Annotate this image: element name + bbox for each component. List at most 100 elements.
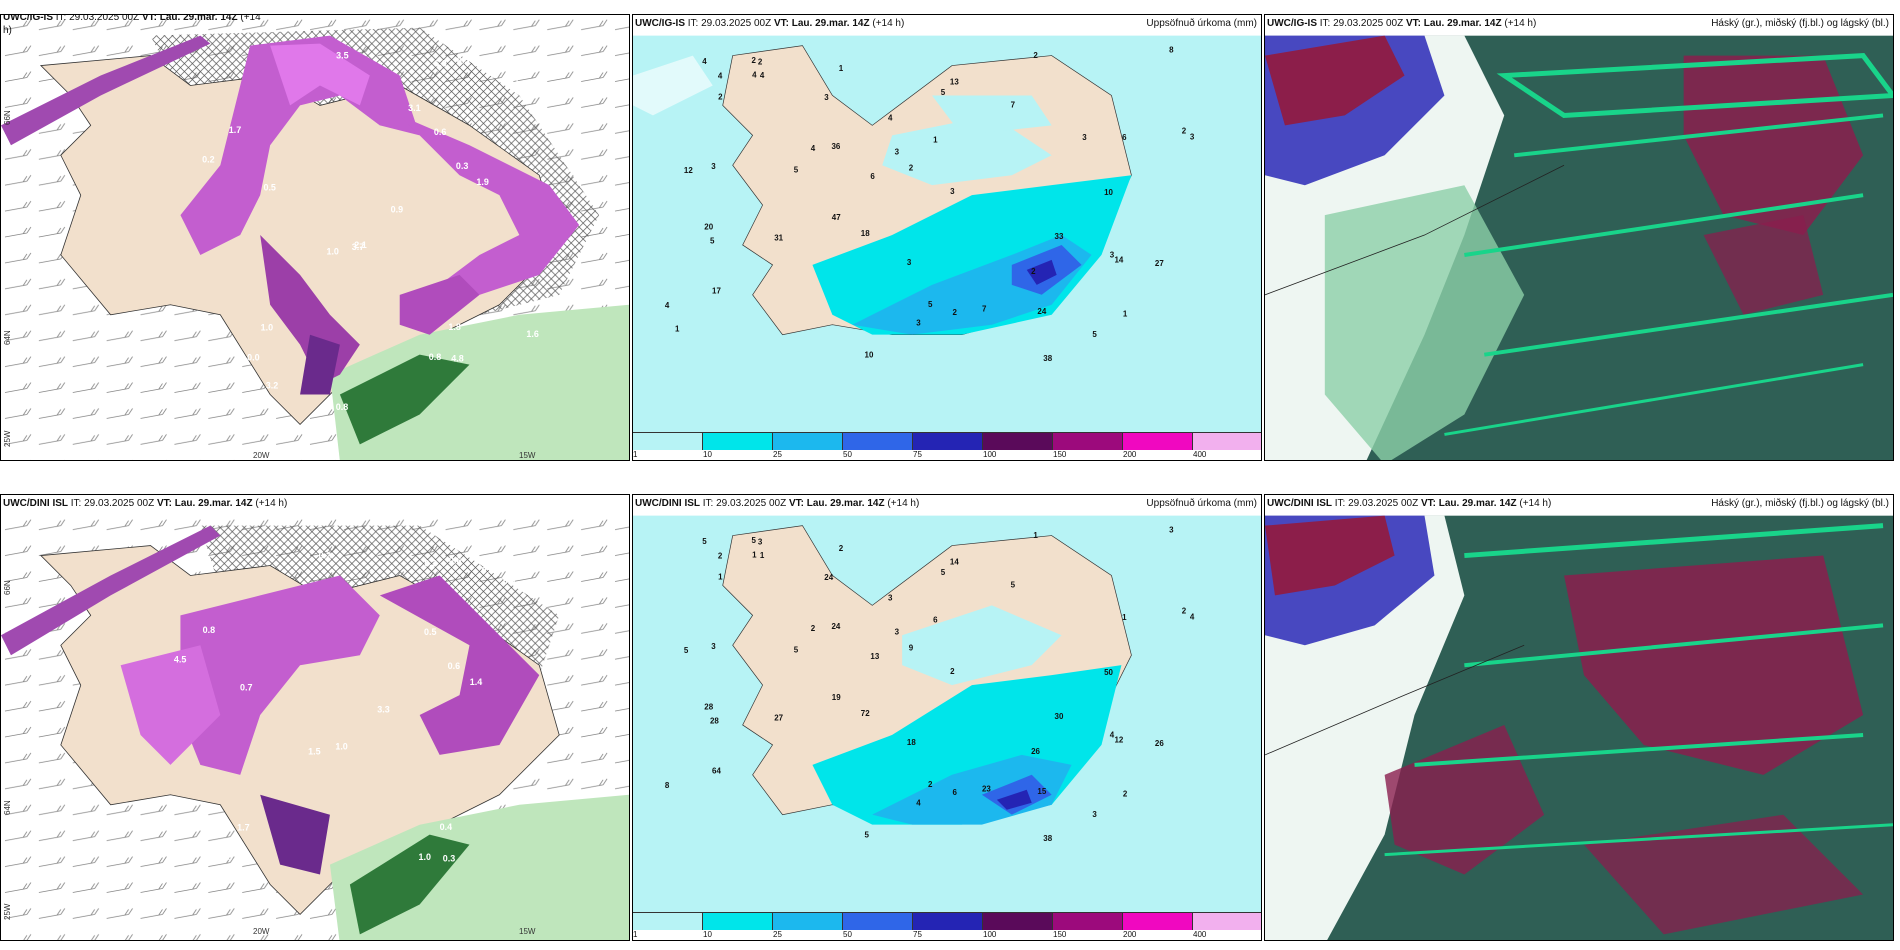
- value-label: 3: [888, 593, 893, 602]
- panel-title: UWC/DINI ISL IT: 29.03.2025 00Z VT: Lau.…: [1267, 498, 1889, 509]
- value-label: 0.3: [443, 854, 455, 864]
- value-label: 5: [752, 536, 757, 545]
- value-label: 1.9: [476, 177, 488, 187]
- colorbar-tick: 1: [633, 450, 638, 459]
- colorbar-swatch: [703, 432, 773, 450]
- value-label: 0.7: [240, 683, 252, 693]
- colorbar-tick: 200: [1123, 450, 1137, 459]
- value-label: 20: [704, 223, 713, 232]
- value-label: 6: [952, 788, 957, 797]
- value-label: 24: [824, 573, 833, 582]
- value-label: 47: [832, 213, 841, 222]
- value-label: 10: [1104, 188, 1113, 197]
- value-label: 1.7: [237, 823, 249, 833]
- value-label: 0.6: [434, 127, 446, 137]
- value-label: 1.6: [526, 329, 538, 339]
- value-label: 4: [665, 301, 670, 310]
- value-label: 3: [895, 628, 900, 637]
- panel-top-mid: UWC/IG-IS IT: 29.03.2025 00Z VT: Lau. 29…: [632, 14, 1262, 461]
- value-label: 1: [839, 64, 844, 73]
- value-label: 5: [710, 237, 715, 246]
- colorbar-tick: 400: [1193, 450, 1207, 459]
- colorbar-swatch: [633, 912, 703, 930]
- cloud-map: [1265, 515, 1893, 940]
- value-label: 24: [1037, 307, 1046, 316]
- value-label: 3.7: [352, 242, 364, 252]
- axis-label-lon: 20W: [253, 927, 270, 936]
- value-label: 4: [888, 113, 893, 122]
- value-label: 5: [941, 88, 946, 97]
- value-label: 2: [1033, 51, 1038, 60]
- value-label: 6.1: [507, 76, 519, 86]
- value-label: 31: [774, 233, 783, 242]
- axis-label-lat: 66N: [3, 580, 12, 595]
- value-label: 26: [1031, 747, 1040, 756]
- value-label: 2: [718, 551, 723, 560]
- value-label: 0.2: [202, 155, 214, 165]
- value-label: 1.7: [229, 125, 241, 135]
- value-label: 4: [1190, 612, 1195, 621]
- value-label: 3: [1082, 133, 1087, 142]
- panel-top-left: UWC/IG-IS IT: 29.03.2025 00Z VT: Lau. 29…: [0, 14, 630, 461]
- wind-labels: 0.5 0.7 0.4 0.9 0.6 1.0 1.5 1.4 1.2 0.6 0.3 1.0 10.3…: [174, 551, 515, 912]
- axis-label-lon: 25W: [3, 430, 12, 447]
- value-label: 38: [1043, 834, 1052, 843]
- value-label: 9: [909, 644, 914, 653]
- value-label: 0.6: [448, 661, 460, 671]
- value-label: 5: [794, 165, 799, 174]
- value-label: 0.6: [449, 555, 461, 565]
- value-label: 28: [704, 703, 713, 712]
- colorbar-tick: 200: [1123, 930, 1137, 939]
- colorbar-swatch: [703, 912, 773, 930]
- value-label: 5: [794, 645, 799, 654]
- panel-title: UWC/IG-IS IT: 29.03.2025 00Z VT: Lau. 29…: [3, 14, 261, 23]
- colorbar-tick: 75: [913, 450, 922, 459]
- panel-title: UWC/DINI ISL IT: 29.03.2025 00Z VT: Lau.…: [635, 498, 1257, 509]
- value-label: 12: [684, 166, 693, 175]
- value-label: 3: [1092, 810, 1097, 819]
- value-label: 2: [1123, 790, 1128, 799]
- value-label: 1.0: [418, 852, 430, 862]
- value-label: 0.5: [263, 183, 275, 193]
- value-label: 13: [870, 652, 879, 661]
- value-label: 33: [1055, 232, 1064, 241]
- colorbar-tick: 150: [1053, 930, 1067, 939]
- value-label: 3: [916, 319, 921, 328]
- panel-title: UWC/DINI ISL IT: 29.03.2025 00Z VT: Lau.…: [3, 498, 288, 509]
- value-label: 1: [1123, 310, 1128, 319]
- value-label: 4.8: [451, 354, 463, 364]
- value-label: 14: [950, 558, 959, 567]
- value-label: 1.0: [326, 247, 338, 257]
- panel-top-right: UWC/IG-IS IT: 29.03.2025 00Z VT: Lau. 29…: [1264, 14, 1894, 461]
- value-label: 4: [760, 71, 765, 80]
- colorbar-tick: 100: [983, 930, 997, 939]
- value-label: 3: [1169, 525, 1174, 534]
- value-label: 1.0: [335, 742, 347, 752]
- value-label: 5: [684, 646, 689, 655]
- value-label: 3: [907, 258, 912, 267]
- value-label: 6: [870, 172, 875, 181]
- value-label: 2: [758, 58, 763, 67]
- value-label: 0.3: [456, 161, 468, 171]
- value-label: 14: [1114, 256, 1123, 265]
- value-label: 10: [865, 351, 874, 360]
- value-label: 2: [909, 164, 914, 173]
- value-label: 3: [1190, 132, 1195, 141]
- value-label: 36: [831, 142, 840, 151]
- panel-title: UWC/IG-IS IT: 29.03.2025 00Z VT: Lau. 29…: [1267, 18, 1889, 29]
- value-label: 0.0: [247, 353, 259, 363]
- colorbar-swatch: [1123, 912, 1193, 930]
- value-label: 4: [811, 144, 816, 153]
- colorbar-tick: 10: [703, 930, 712, 939]
- value-label: 5: [865, 831, 870, 840]
- value-label: 5: [941, 568, 946, 577]
- value-label: 2: [1031, 267, 1036, 276]
- value-label: 8: [1169, 45, 1174, 54]
- value-label: 5: [1011, 581, 1016, 590]
- colorbar-swatch: [913, 432, 983, 450]
- value-label: 72: [861, 709, 870, 718]
- axis-label-lon: 15W: [519, 451, 536, 460]
- colorbar-swatch: [1193, 432, 1261, 450]
